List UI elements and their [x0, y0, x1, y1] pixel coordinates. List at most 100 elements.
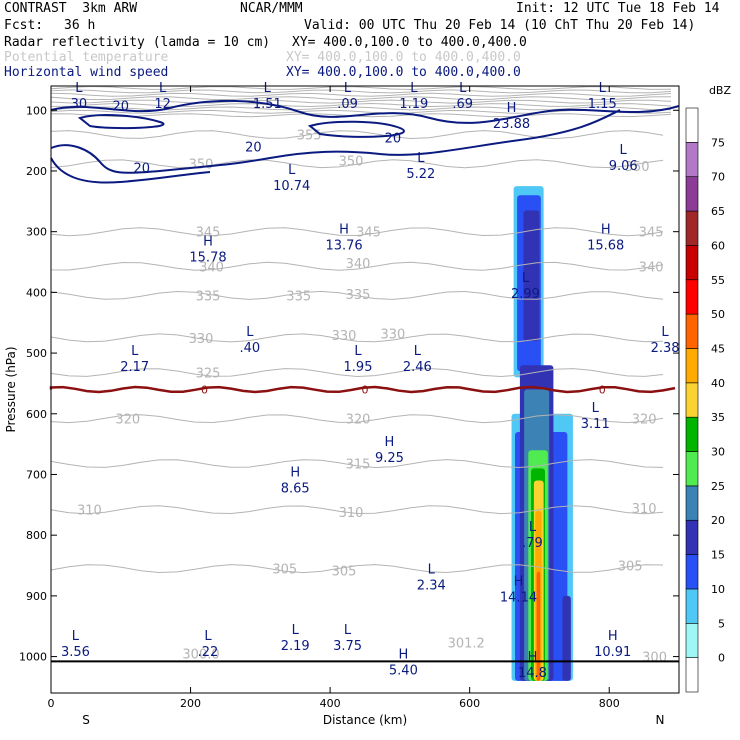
colorbar-segment [685, 176, 699, 212]
extremum-type: L [428, 562, 436, 577]
colorbar-segment [685, 416, 699, 452]
extremum-value: 1.95 [344, 360, 373, 375]
x-tick-label: 200 [180, 697, 201, 710]
extremum-value: 10.91 [594, 645, 631, 660]
x-end-label-north: N [656, 713, 665, 727]
wind-contour-line [50, 99, 680, 124]
wind-contour-line [77, 114, 165, 130]
theta-contour-label: 320 [115, 413, 140, 428]
field-theta-xy: XY= 400.0,100.0 to 400.0,400.0 [286, 50, 521, 65]
extremum-value: 14.8 [518, 666, 547, 681]
extremum-value: 2.38 [651, 341, 680, 356]
colorbar-segment [685, 245, 699, 281]
theta-band-line [50, 89, 672, 94]
y-tick-label: 1000 [19, 651, 47, 664]
wind-contours: 20 20 20 20 [50, 99, 680, 184]
extremum-value: 10.74 [273, 179, 310, 194]
colorbar-segment [685, 519, 699, 555]
extremum-value: 15.78 [189, 251, 226, 266]
theta-contour-label: 335 [346, 288, 371, 303]
colorbar-segment [685, 554, 699, 590]
theta-contour-label: 340 [199, 260, 224, 275]
x-end-label-south: S [82, 713, 90, 727]
theta-band-line [50, 85, 672, 91]
colorbar-tick-label: 5 [718, 617, 725, 630]
theta-contour-label: 350 [189, 158, 214, 173]
theta-contour-label: 325 [196, 367, 221, 382]
extremum-value: .40 [240, 341, 261, 356]
x-axis-label: Distance (km) [323, 713, 407, 727]
y-tick-label: 900 [26, 590, 47, 603]
init-time: Init: 12 UTC Tue 18 Feb 14 [516, 1, 720, 16]
extremum-type: H [290, 465, 300, 480]
theta-contour-line [50, 459, 664, 469]
theta-band-line [50, 96, 672, 101]
colorbar-tick-label: 50 [711, 308, 725, 321]
freezing-level-label: 0 [599, 384, 606, 397]
model-title: CONTRAST 3km ARW [4, 1, 138, 16]
theta-contour-label: 300 [642, 651, 667, 666]
theta-contour-label: 345 [639, 226, 664, 241]
extremum-type: L [354, 344, 362, 359]
theta-contour-label: 320 [346, 413, 371, 428]
reflectivity-cell [523, 210, 540, 341]
colorbar-tick-label: 0 [718, 652, 725, 665]
reflectivity-cell [536, 571, 541, 681]
extremum-type: H [514, 575, 524, 590]
field-wind: Horizontal wind speed [4, 65, 169, 80]
x-tick-label: 600 [459, 697, 480, 710]
colorbar-tick-label: 25 [711, 480, 725, 493]
freezing-level-line [49, 385, 676, 394]
reflectivity-cell [562, 595, 571, 681]
extremum-type: L [522, 271, 530, 286]
wind-contour-label: 20 [245, 141, 262, 156]
theta-contour-line [50, 333, 664, 343]
theta-contour-label: 320 [632, 413, 657, 428]
extremum-type: H [385, 435, 395, 450]
colorbar-segment [685, 348, 699, 384]
theta-band-line [50, 106, 672, 111]
theta-contour-label: 330 [189, 332, 214, 347]
theta-contour-label: 305 [618, 560, 643, 575]
colorbar-tick-label: 55 [711, 274, 725, 287]
extremum-type: L [599, 81, 607, 96]
colorbar-segment [685, 107, 699, 143]
field-wind-xy: XY= 400.0,100.0 to 400.0,400.0 [286, 65, 521, 80]
theta-contour-label: 335 [286, 289, 311, 304]
freezing-level-label: 0 [201, 384, 208, 397]
extremum-type: L [264, 81, 272, 96]
theta-band-line [50, 99, 672, 104]
extremum-value: 2.99 [511, 287, 540, 302]
x-tick-label: 0 [48, 697, 55, 710]
colorbar-tick-label: 65 [711, 205, 725, 218]
wind-contour-line [50, 157, 211, 184]
theta-contour-label: 305 [332, 564, 357, 579]
extremum-type: H [398, 647, 408, 662]
fcst-label: Fcst: [4, 18, 44, 33]
freezing-level: 0 0 0 [49, 384, 679, 663]
theta-band-line [50, 109, 672, 114]
theta-contour-line [50, 290, 664, 300]
extremum-type: L [529, 520, 537, 535]
freezing-level-label: 0 [362, 384, 369, 397]
extremum-value: 13.76 [325, 239, 362, 254]
colorbar-segment [685, 485, 699, 521]
extremum-value: .09 [337, 97, 358, 112]
theta-contour-line [50, 261, 664, 271]
extremum-type: L [75, 81, 83, 96]
extremum-value: 3.75 [333, 639, 362, 654]
y-tick-label: 500 [26, 347, 47, 360]
extremum-type: H [203, 235, 213, 250]
colorbar-segment [685, 451, 699, 487]
theta-contour-line [50, 564, 664, 574]
wind-contour-label: 20 [133, 161, 150, 176]
colorbar-segment [685, 588, 699, 624]
extremum-type: L [344, 81, 352, 96]
colorbar-tick-label: 15 [711, 549, 725, 562]
y-tick-label: 600 [26, 408, 47, 421]
y-axis-label: Pressure (hPa) [4, 346, 18, 432]
colorbar-segment [685, 382, 699, 418]
theta-contour-label: 350 [339, 155, 364, 170]
